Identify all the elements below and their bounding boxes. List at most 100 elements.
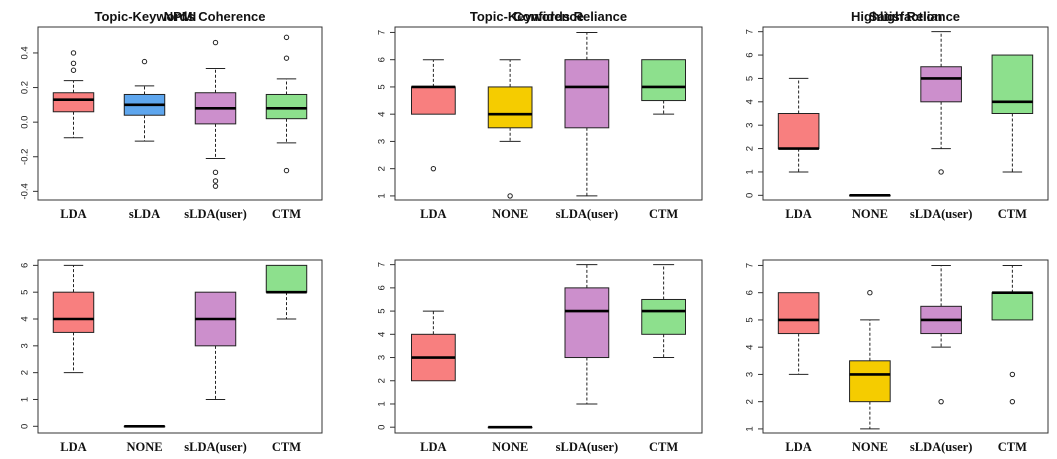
y-tick-label: 5 xyxy=(20,290,31,295)
x-category-label: CTM xyxy=(272,207,301,221)
y-tick-label: 0 xyxy=(20,424,31,429)
chart-panel-0: NPMI -0.4 -0.2 0.0 0.2 0.4 LDA sLDA sLDA(user) CT… xyxy=(20,9,323,221)
outlier-point xyxy=(141,58,148,65)
box-lda xyxy=(52,264,95,374)
outlier-point xyxy=(507,193,513,199)
x-category-label: LDA xyxy=(60,440,86,454)
chart-title: NPMI xyxy=(164,9,197,24)
box-slda xyxy=(123,58,166,142)
y-tick-label: 0 xyxy=(745,193,756,198)
x-category-label: sLDA(user) xyxy=(184,440,247,454)
y-tick-label: 5 xyxy=(377,84,388,89)
box-body xyxy=(991,292,1034,321)
box-lda xyxy=(52,50,95,139)
box-body xyxy=(920,66,962,103)
box-ctm xyxy=(641,59,686,115)
y-tick-label: 6 xyxy=(745,290,756,295)
box-ctm xyxy=(641,264,686,359)
box-slda-user- xyxy=(194,39,237,189)
outlier-point xyxy=(212,169,219,176)
chart-panel-5: Satisfaction 1 2 3 4 5 6 7 LDA NONE sLDA(user) CTM xyxy=(745,9,1049,454)
x-category-label: LDA xyxy=(420,440,446,454)
y-tick-label: 2 xyxy=(377,378,388,383)
y-tick-label: 2 xyxy=(745,146,756,151)
y-tick-label: 3 xyxy=(377,139,388,144)
box-body xyxy=(849,360,891,403)
y-tick-label: 5 xyxy=(745,76,756,81)
box-none xyxy=(849,194,891,197)
box-body xyxy=(487,86,533,129)
y-tick-label: 2 xyxy=(377,166,388,171)
y-tick-label: 4 xyxy=(377,332,388,337)
plot-frame xyxy=(37,26,323,201)
chart-panel-2: Highligh Reliance 0 1 2 3 4 5 6 7 LDA NONE sLDA(use… xyxy=(745,9,1049,221)
outlier-point xyxy=(283,167,290,174)
y-tick-label: 4 xyxy=(745,345,756,350)
x-category-label: CTM xyxy=(998,207,1027,221)
y-tick-label: 5 xyxy=(745,317,756,322)
box-body xyxy=(52,92,95,113)
chart-panel-1: Confidence 1 2 3 4 5 6 7 LDA NONE sLDA(user) CTM xyxy=(377,9,703,221)
x-category-label: CTM xyxy=(272,440,301,454)
y-tick-label: 0 xyxy=(377,425,388,430)
box-slda-user- xyxy=(564,31,610,197)
outlier-point xyxy=(867,289,873,296)
y-tick-label: 4 xyxy=(20,316,31,321)
y-tick-label: 0.4 xyxy=(20,46,31,59)
chart-title: Topic-Keywords Reliance xyxy=(470,9,627,24)
plot-frame xyxy=(762,259,1049,434)
box-none xyxy=(849,289,891,430)
y-tick-label: 6 xyxy=(20,263,31,268)
box-none xyxy=(487,425,533,429)
box-lda xyxy=(411,310,456,382)
box-ctm xyxy=(265,34,308,174)
plot-frame xyxy=(394,26,703,201)
box-body xyxy=(564,59,610,129)
x-category-label: LDA xyxy=(785,440,811,454)
box-body xyxy=(777,113,820,150)
y-tick-label: 6 xyxy=(745,52,756,57)
box-body xyxy=(641,59,686,102)
outlier-point xyxy=(283,55,290,61)
box-slda-user- xyxy=(564,264,610,405)
box-ctm xyxy=(991,264,1034,405)
y-tick-label: 3 xyxy=(745,123,756,128)
outlier-point xyxy=(430,165,437,172)
outlier-point xyxy=(70,50,77,56)
y-tick-label: 7 xyxy=(745,263,756,268)
x-category-label: NONE xyxy=(492,207,528,221)
box-lda xyxy=(411,59,456,172)
y-tick-label: 1 xyxy=(745,169,756,174)
outlier-point xyxy=(70,67,77,73)
x-category-label: NONE xyxy=(852,440,888,454)
box-ctm xyxy=(265,264,308,320)
outlier-point xyxy=(1009,371,1016,378)
x-category-label: sLDA(user) xyxy=(556,440,619,454)
outlier-point xyxy=(212,39,219,46)
y-tick-label: 6 xyxy=(377,285,388,290)
y-tick-label: 3 xyxy=(20,343,31,348)
plot-frame xyxy=(762,26,1049,201)
chart-panel-3: Topic-Keywords Coherence 0 1 2 3 4 5 6 LDA NONE sL… xyxy=(20,9,323,454)
x-category-label: sLDA(user) xyxy=(184,207,247,221)
box-body xyxy=(564,287,610,359)
x-category-label: NONE xyxy=(492,440,528,454)
x-category-label: CTM xyxy=(998,440,1027,454)
chart-title: Topic-Keywords Coherence xyxy=(95,9,266,24)
outlier-point xyxy=(212,178,219,184)
x-category-label: sLDA(user) xyxy=(556,207,619,221)
box-slda-user- xyxy=(194,291,237,400)
x-category-label: NONE xyxy=(852,207,888,221)
y-tick-label: 4 xyxy=(745,99,756,104)
box-body xyxy=(265,264,308,293)
outlier-point xyxy=(212,183,219,189)
y-tick-label: 1 xyxy=(745,426,756,431)
outlier-point xyxy=(938,169,944,175)
y-tick-label: 1 xyxy=(377,193,388,198)
plot-frame xyxy=(37,259,323,434)
y-tick-label: 0.0 xyxy=(20,116,31,129)
x-category-label: sLDA(user) xyxy=(910,207,973,221)
outlier-point xyxy=(1009,398,1016,405)
y-tick-label: 6 xyxy=(377,57,388,62)
